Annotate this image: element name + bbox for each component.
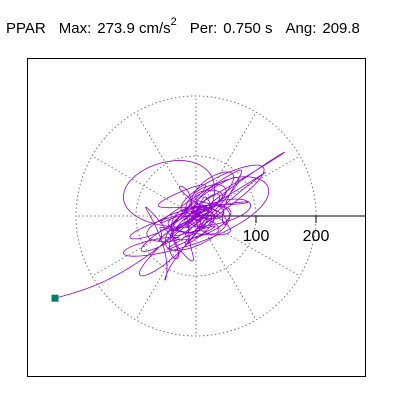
x-tick-label: 200 — [303, 228, 330, 245]
per-value: 0.750 s — [223, 20, 273, 37]
trace-path — [54, 151, 285, 299]
max-value: 273.9 — [97, 20, 135, 37]
endpoint-layer — [51, 294, 59, 302]
max-unit: cm/s — [138, 20, 171, 37]
radial-spoke — [195, 155, 301, 217]
x-tick-label: 100 — [243, 228, 270, 245]
per-label: Per: — [189, 20, 218, 37]
max-unit-exponent: 2 — [170, 16, 177, 28]
radial-spoke — [91, 155, 197, 217]
ang-value: 209.8 — [322, 20, 360, 37]
radial-spoke — [135, 215, 197, 321]
endpoint-marker — [51, 294, 59, 302]
x-axis: 100 200 — [196, 215, 366, 245]
ang-label: Ang: — [285, 20, 317, 37]
motion-trace — [54, 151, 285, 299]
plot-frame — [27, 58, 366, 377]
max-label: Max: — [58, 20, 92, 37]
radial-spoke — [135, 111, 197, 217]
station-code: PPAR — [6, 20, 46, 37]
plot-header: PPAR Max: 273.9 cm/s2 Per: 0.750 s Ang: 209.8 — [6, 16, 360, 37]
